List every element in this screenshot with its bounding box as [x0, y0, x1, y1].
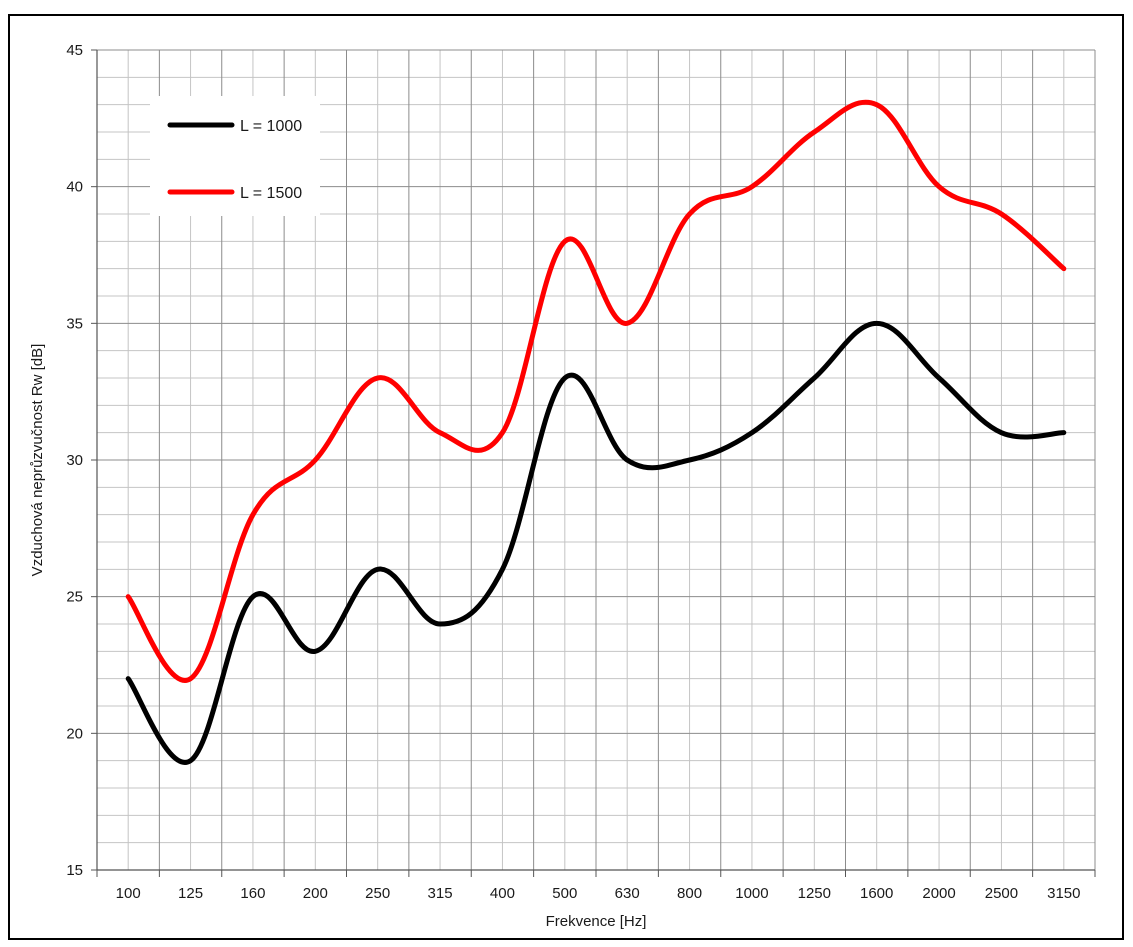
data-point — [1061, 430, 1066, 435]
data-point — [749, 430, 754, 435]
x-tick-label: 400 — [490, 885, 515, 902]
x-tick-label: 500 — [552, 885, 577, 902]
x-tick-label: 3150 — [1047, 885, 1080, 902]
y-tick-label: 45 — [66, 42, 83, 59]
data-point — [250, 594, 255, 599]
data-point — [749, 184, 754, 189]
legend-background — [150, 96, 320, 216]
data-point — [937, 376, 942, 381]
data-point — [562, 376, 567, 381]
data-point — [500, 430, 505, 435]
data-point — [625, 458, 630, 463]
data-point — [874, 321, 879, 326]
data-point — [438, 622, 443, 627]
y-tick-label: 30 — [66, 452, 83, 469]
y-tick-label: 15 — [66, 862, 83, 879]
data-point — [999, 212, 1004, 217]
x-tick-label: 1000 — [735, 885, 768, 902]
data-point — [687, 212, 692, 217]
axes — [91, 49, 1096, 877]
data-point — [375, 376, 380, 381]
data-point — [126, 594, 131, 599]
data-point — [937, 184, 942, 189]
data-point — [812, 130, 817, 135]
x-tick-label: 250 — [365, 885, 390, 902]
x-tick-label: 125 — [178, 885, 203, 902]
x-tick-label: 1250 — [798, 885, 831, 902]
y-tick-label: 25 — [66, 589, 83, 606]
data-point — [126, 676, 131, 681]
y-tick-labels: 15 20 25 30 35 40 45 — [66, 42, 83, 879]
legend: L = 1000 L = 1500 — [150, 96, 320, 216]
data-point — [188, 758, 193, 763]
x-tick-label: 2000 — [922, 885, 955, 902]
data-point — [687, 458, 692, 463]
x-tick-label: 1600 — [860, 885, 893, 902]
data-point — [562, 239, 567, 244]
data-point — [188, 676, 193, 681]
x-tick-label: 2500 — [985, 885, 1018, 902]
data-point — [438, 430, 443, 435]
y-tick-label: 40 — [66, 179, 83, 196]
data-point — [625, 321, 630, 326]
series-lines — [125, 99, 1067, 765]
x-tick-label: 160 — [240, 885, 265, 902]
x-tick-label: 315 — [428, 885, 453, 902]
data-point — [313, 458, 318, 463]
line-chart: 15 20 25 30 35 40 45 100 125 160 200 250 315 400 500 6… — [29, 42, 1096, 930]
data-point — [874, 102, 879, 107]
data-point — [500, 567, 505, 572]
x-tick-label: 100 — [116, 885, 141, 902]
y-tick-label: 20 — [66, 725, 83, 742]
legend-label: L = 1500 — [240, 185, 302, 202]
x-tick-label: 200 — [303, 885, 328, 902]
x-tick-label: 800 — [677, 885, 702, 902]
x-tick-label: 630 — [615, 885, 640, 902]
data-point — [375, 567, 380, 572]
data-point — [1061, 266, 1066, 271]
chart-frame: 15 20 25 30 35 40 45 100 125 160 200 250 315 400 500 6… — [8, 14, 1124, 940]
y-tick-label: 35 — [66, 315, 83, 332]
data-point — [999, 430, 1004, 435]
series-line-2 — [125, 99, 1067, 683]
x-axis-title: Frekvence [Hz] — [546, 913, 647, 930]
data-point — [250, 512, 255, 517]
legend-label: L = 1000 — [240, 118, 302, 135]
y-axis-title: Vzduchová neprůzvučnost Rw [dB] — [29, 344, 46, 577]
series-line-1 — [125, 320, 1067, 765]
data-point — [812, 376, 817, 381]
x-tick-labels: 100 125 160 200 250 315 400 500 630 800 1000 1250 16… — [116, 885, 1081, 902]
data-point — [313, 649, 318, 654]
